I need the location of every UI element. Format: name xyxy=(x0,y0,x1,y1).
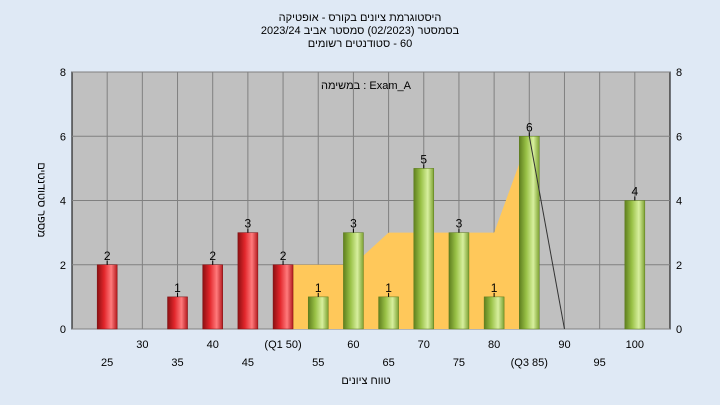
bar-label-60: 3 xyxy=(350,217,357,231)
x-tick-95: 95 xyxy=(594,357,606,369)
x-tick-80: 80 xyxy=(488,339,500,351)
y-tick-right-0: 0 xyxy=(676,324,682,336)
x-tick-25: 25 xyxy=(101,357,113,369)
y-tick-left-0: 0 xyxy=(60,324,66,336)
x-tick-65: 65 xyxy=(382,357,394,369)
chart-title-line-1: היסטוגרמת ציונים בקורס - אופטיקה xyxy=(279,12,442,24)
y-axis-left: 0 2 4 6 8 xyxy=(60,67,66,336)
y-tick-right-8: 8 xyxy=(676,67,682,79)
y-tick-right-2: 2 xyxy=(676,260,682,272)
data-labels: 2 1 2 3 2 1 3 1 5 3 1 6 4 xyxy=(104,120,638,297)
x-tick-100: 100 xyxy=(626,339,644,351)
chart-title-line-2: בסמסטר (02/2023) סמסטר אביב 2023/24 xyxy=(261,25,460,37)
x-tick-50: (Q1 50) xyxy=(264,339,301,351)
bar-label-25: 2 xyxy=(104,249,111,263)
y-tick-left-6: 6 xyxy=(60,131,66,143)
bar-75 xyxy=(448,232,470,330)
annotation-text: במשימה : Exam_A xyxy=(321,80,412,92)
bar-35 xyxy=(167,296,188,330)
bar-60 xyxy=(343,232,364,330)
chart-title-line-3: 60 - סטודנטים רשומים xyxy=(308,38,412,50)
y-tick-right-6: 6 xyxy=(676,131,682,143)
bar-label-70: 5 xyxy=(420,152,427,166)
bar-65 xyxy=(378,296,399,330)
x-axis-label: טווח ציונים xyxy=(341,375,390,387)
y-tick-left-2: 2 xyxy=(60,260,66,272)
bar-label-55: 1 xyxy=(315,281,322,295)
bar-85 xyxy=(519,136,540,330)
x-tick-70: 70 xyxy=(418,339,430,351)
bar-55 xyxy=(307,296,329,330)
x-tick-45: 45 xyxy=(242,357,254,369)
bar-40 xyxy=(202,264,223,330)
bar-label-50: 2 xyxy=(280,249,287,263)
bar-45 xyxy=(237,232,259,330)
x-tick-35: 35 xyxy=(171,357,183,369)
bar-label-85: 6 xyxy=(526,120,533,134)
x-axis: 25 30 35 40 45 (Q1 50) 55 60 65 70 75 80 (Q3 85) 90 95… xyxy=(101,339,644,369)
bar-label-65: 1 xyxy=(385,281,392,295)
bar-label-45: 3 xyxy=(245,217,252,231)
bar-label-40: 2 xyxy=(209,249,216,263)
bar-70 xyxy=(413,168,435,330)
y-tick-left-8: 8 xyxy=(60,67,66,79)
bar-label-80: 1 xyxy=(491,281,498,295)
y-tick-right-4: 4 xyxy=(676,196,682,208)
x-tick-30: 30 xyxy=(136,339,148,351)
bar-100 xyxy=(624,200,646,330)
y-axis-label: מספר סטודנטים xyxy=(35,162,47,237)
y-tick-left-4: 4 xyxy=(60,196,66,208)
bar-50 xyxy=(272,264,294,330)
y-axis-right: 0 2 4 6 8 xyxy=(676,67,682,336)
x-tick-40: 40 xyxy=(207,339,219,351)
x-tick-55: 55 xyxy=(312,357,324,369)
bar-label-75: 3 xyxy=(456,217,463,231)
x-tick-85: (Q3 85) xyxy=(511,357,548,369)
trend-line xyxy=(528,136,565,330)
bar-80 xyxy=(483,296,505,330)
bar-label-100: 4 xyxy=(631,185,638,199)
bar-label-35: 1 xyxy=(174,281,181,295)
bars xyxy=(96,136,646,330)
x-tick-60: 60 xyxy=(347,339,359,351)
x-tick-75: 75 xyxy=(453,357,465,369)
bar-25 xyxy=(96,264,118,330)
x-tick-90: 90 xyxy=(558,339,570,351)
